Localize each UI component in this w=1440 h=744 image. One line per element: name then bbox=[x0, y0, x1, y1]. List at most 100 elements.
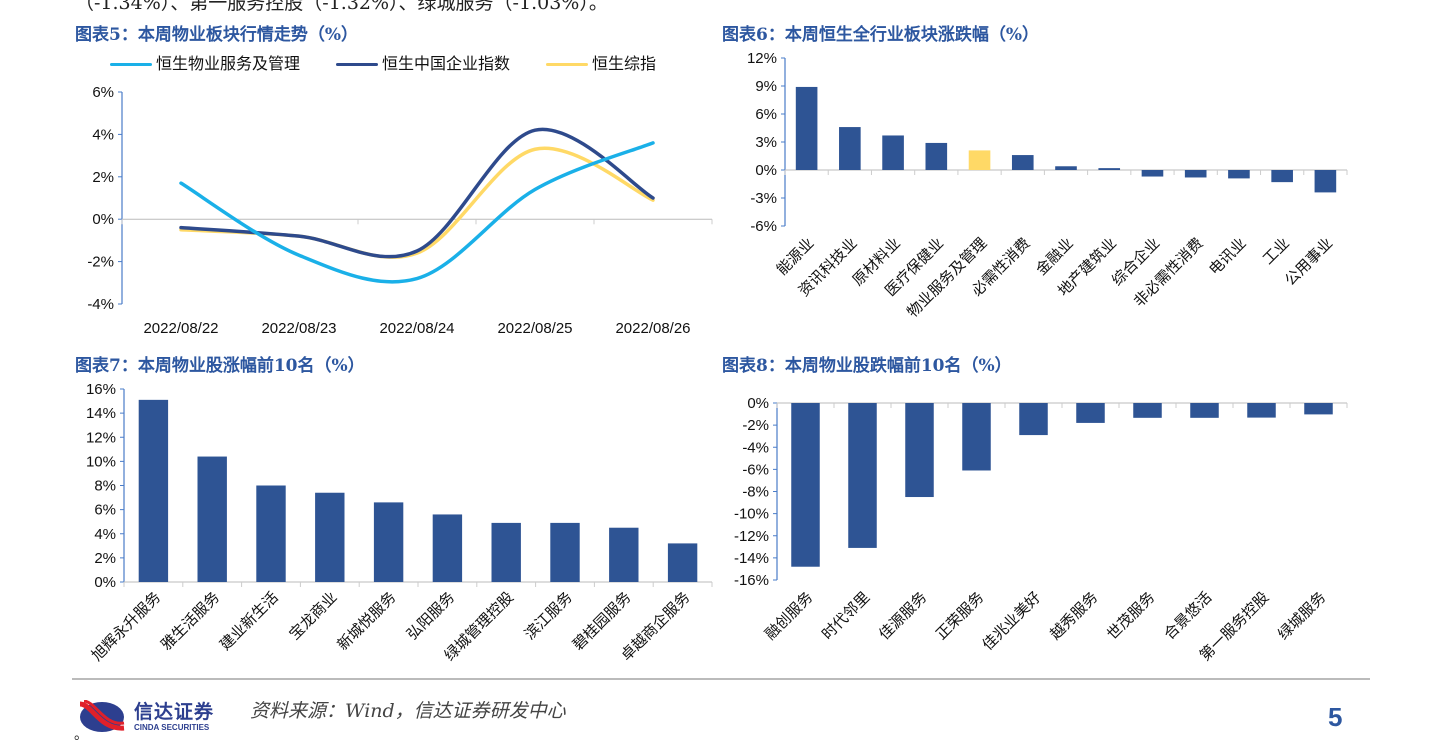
chart6-bar bbox=[1055, 166, 1077, 170]
chart7-bar bbox=[315, 492, 345, 582]
chart6-bar bbox=[1228, 170, 1250, 179]
cinda-logo: 信达证券 CINDA SECURITIES bbox=[78, 700, 214, 734]
chart8-y-tick-label: 0% bbox=[747, 395, 769, 412]
chart7-x-label: 旭辉永升服务 bbox=[89, 589, 165, 665]
chart6-bar bbox=[1314, 170, 1337, 193]
chart7-bar bbox=[138, 399, 169, 582]
legend-label: 恒生综指 bbox=[592, 56, 657, 73]
chart7-x-label: 建业新生活 bbox=[217, 589, 282, 654]
chart7-y-tick-label: 10% bbox=[86, 453, 116, 470]
chart7-x-label: 滨江服务 bbox=[521, 589, 575, 643]
chart7-y-tick-label: 4% bbox=[94, 526, 116, 543]
chart8-x-label: 佳源服务 bbox=[876, 589, 930, 643]
chart5-series-line bbox=[179, 141, 655, 284]
legend-label: 恒生中国企业指数 bbox=[382, 56, 511, 73]
chart6-x-label: 电讯业 bbox=[1206, 235, 1250, 279]
chart6-bar bbox=[968, 150, 991, 170]
chart5-x-label: 2022/08/23 bbox=[261, 320, 336, 337]
chart6-y-tick-label: 0% bbox=[755, 162, 777, 179]
chart7-y-tick-label: 2% bbox=[94, 550, 116, 567]
chart6-bar bbox=[882, 135, 904, 170]
chart8-bar bbox=[1076, 403, 1105, 423]
chart6-title: 图表6：本周恒生全行业板块涨跌幅（%） bbox=[722, 25, 1039, 45]
chart5-legend: 恒生物业服务及管理 恒生中国企业指数 恒生综指 bbox=[110, 50, 656, 74]
source-note: 资料来源：Wind，信达证券研发中心 bbox=[250, 700, 566, 722]
chart8-y-tick-label: -4% bbox=[742, 439, 769, 456]
chart6-y-tick-label: 12% bbox=[747, 50, 777, 67]
chart6-y-tick-label: 6% bbox=[755, 106, 777, 123]
chart7-bar bbox=[491, 522, 521, 582]
chart5-y-tick-label: 0% bbox=[92, 211, 114, 228]
chart5-y-tick-label: 2% bbox=[92, 169, 114, 186]
chart5-x-label: 2022/08/22 bbox=[143, 320, 218, 337]
chart6-bar bbox=[795, 86, 818, 170]
chart7-bar bbox=[432, 514, 463, 582]
chart7-bar bbox=[197, 456, 227, 582]
chart5-x-label: 2022/08/25 bbox=[497, 320, 572, 337]
chart7-x-label: 雅生活服务 bbox=[158, 589, 223, 654]
chart7-bar bbox=[256, 485, 286, 582]
chart5-series-line bbox=[179, 146, 655, 259]
chart6-bar bbox=[839, 127, 861, 170]
legend-item: 恒生物业服务及管理 bbox=[110, 50, 300, 74]
chart8-bar bbox=[1304, 403, 1333, 415]
chart5-y-tick-label: 6% bbox=[92, 84, 114, 101]
chart7-title: 图表7：本周物业股涨幅前10名（%） bbox=[75, 356, 365, 376]
chart7-y-tick-label: 12% bbox=[86, 429, 116, 446]
chart7-y-tick-label: 14% bbox=[86, 405, 116, 422]
chart6-y-tick-label: 9% bbox=[755, 78, 777, 95]
chart6-y-tick-label: 3% bbox=[755, 134, 777, 151]
footer-divider bbox=[72, 678, 1370, 680]
chart5-y-tick-label: -4% bbox=[87, 296, 114, 313]
chart7-bar bbox=[373, 502, 404, 582]
chart8-bar bbox=[1247, 403, 1276, 418]
chart8-bar bbox=[848, 403, 877, 548]
chart6-y-tick-label: -6% bbox=[750, 218, 777, 235]
legend-label: 恒生物业服务及管理 bbox=[156, 56, 301, 73]
logo-text-en: CINDA SECURITIES bbox=[134, 722, 210, 732]
legend-swatch bbox=[546, 63, 589, 67]
chart6-bar bbox=[1141, 170, 1164, 177]
chart5-x-label: 2022/08/26 bbox=[615, 320, 690, 337]
chart8-x-label: 绿城服务 bbox=[1275, 589, 1329, 643]
chart7-bar bbox=[667, 543, 698, 582]
chart7-x-label: 新城悦服务 bbox=[334, 589, 399, 654]
legend-swatch bbox=[110, 63, 152, 67]
chart8-bar bbox=[962, 403, 991, 471]
chart6-y-tick-label: -3% bbox=[750, 190, 777, 207]
chart7-x-label: 宝龙商业 bbox=[286, 589, 340, 643]
top-text-fragment: （-1.34%）、第一服务控股（-1.32%）、绿城服务（-1.03%）。 bbox=[75, 0, 608, 14]
chart8-y-tick-label: -16% bbox=[734, 572, 769, 589]
chart8-x-label: 世茂服务 bbox=[1104, 589, 1158, 643]
chart5-y-tick-label: -2% bbox=[87, 254, 114, 271]
chart8-y-tick-label: -6% bbox=[742, 461, 769, 478]
chart8-x-label: 合景悠活 bbox=[1161, 589, 1215, 643]
chart5-series-line bbox=[179, 127, 655, 259]
chart7-y-tick-label: 8% bbox=[94, 478, 116, 495]
chart6-bar bbox=[1098, 168, 1121, 170]
logo-text-cn: 信达证券 bbox=[134, 701, 215, 723]
chart8-bar bbox=[1019, 403, 1048, 436]
chart7-bar bbox=[609, 527, 639, 582]
chart5-title: 图表5：本周物业板块行情走势（%） bbox=[75, 25, 358, 45]
chart7-y-tick-label: 6% bbox=[94, 502, 116, 519]
chart6-bar bbox=[1011, 155, 1034, 170]
legend-item: 恒生中国企业指数 bbox=[336, 50, 510, 74]
chart6-bar bbox=[1184, 170, 1207, 178]
chart8-bar bbox=[905, 403, 934, 498]
chart6-x-label: 工业 bbox=[1260, 235, 1293, 268]
chart6-bar bbox=[1271, 170, 1293, 183]
chart7-x-label: 弘阳服务 bbox=[404, 589, 458, 643]
chart8-y-tick-label: -2% bbox=[742, 417, 769, 434]
chart6-x-label: 公用事业 bbox=[1282, 235, 1336, 289]
chart6-bar bbox=[925, 142, 948, 170]
chart8-bar bbox=[791, 403, 820, 567]
stray-mark: 。 bbox=[74, 726, 88, 742]
chart8-x-label: 时代邻里 bbox=[819, 589, 873, 643]
page-number: 5 bbox=[1328, 702, 1343, 732]
chart8-y-tick-label: -8% bbox=[742, 484, 769, 501]
chart8-x-label: 融创服务 bbox=[762, 589, 816, 643]
chart8-bar bbox=[1133, 403, 1162, 418]
chart8-y-tick-label: -12% bbox=[734, 528, 769, 545]
